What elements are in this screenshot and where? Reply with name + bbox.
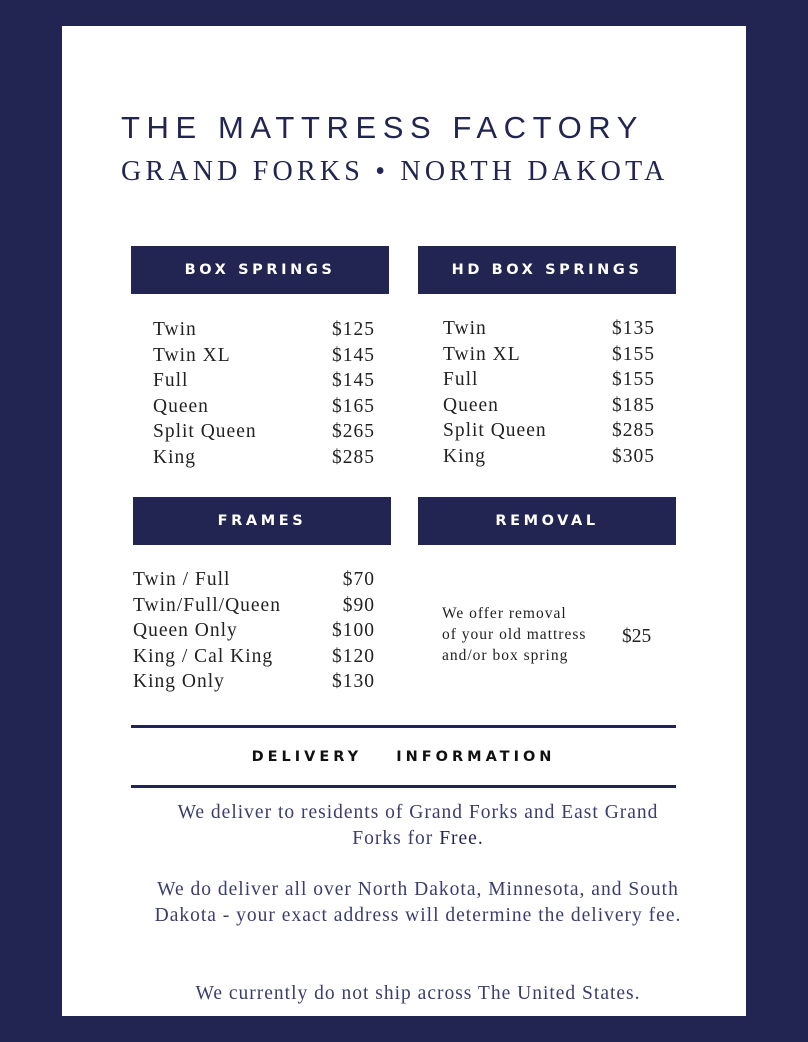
page-title: THE MATTRESS FACTORY xyxy=(121,110,644,145)
hd-box-springs-heading: HD BOX SPRINGS xyxy=(418,246,676,294)
item-price: $285 xyxy=(612,420,655,442)
item-name: King Only xyxy=(133,671,225,693)
item-price: $165 xyxy=(332,395,375,417)
item-price: $155 xyxy=(612,369,655,391)
item-name: King xyxy=(153,447,196,468)
removal-heading: REMOVAL xyxy=(418,497,676,545)
item-price: $145 xyxy=(332,344,375,366)
item-name: Queen Only xyxy=(133,620,238,642)
item-price: $185 xyxy=(612,394,655,416)
item-name: Split Queen xyxy=(443,420,547,442)
item-name: Twin/Full/Queen xyxy=(133,594,281,616)
delivery-heading: DELIVERY INFORMATION xyxy=(251,749,556,765)
delivery-regional-text: We do deliver all over North Dakota, Min… xyxy=(154,879,682,926)
item-price: $305 xyxy=(612,446,655,467)
delivery-shipping-text: We currently do not ship across The Unit… xyxy=(195,983,641,1004)
box-springs-heading: BOX SPRINGS xyxy=(131,246,389,294)
removal-line: of your old mattress xyxy=(442,626,587,643)
item-name: King xyxy=(443,446,486,467)
item-price: $155 xyxy=(612,343,655,365)
removal-line: and/or box spring xyxy=(442,647,569,664)
divider xyxy=(131,785,676,788)
item-price: $265 xyxy=(332,421,375,443)
item-name: Twin XL xyxy=(153,344,231,366)
item-name: Full xyxy=(153,370,189,392)
item-name: Twin XL xyxy=(443,343,521,365)
divider xyxy=(131,725,676,728)
item-price: $145 xyxy=(332,370,375,392)
removal-price: $25 xyxy=(622,626,652,647)
item-price: $130 xyxy=(332,671,375,693)
item-name: Full xyxy=(443,369,479,391)
page-subtitle: GRAND FORKS • NORTH DAKOTA xyxy=(121,156,669,187)
delivery-free-text: We deliver to residents of Grand Forks a… xyxy=(170,800,666,852)
removal-description: We offer removal of your old mattress an… xyxy=(442,603,612,666)
item-name: Queen xyxy=(153,395,209,417)
item-price: $120 xyxy=(332,645,375,667)
frames-heading: FRAMES xyxy=(133,497,391,545)
item-name: Twin xyxy=(443,318,487,339)
item-name: Queen xyxy=(443,394,499,416)
item-name: King / Cal King xyxy=(133,645,274,667)
item-price: $125 xyxy=(332,319,375,340)
free-emphasis: Free. xyxy=(439,828,484,849)
item-name: Twin xyxy=(153,319,197,340)
item-name: Twin / Full xyxy=(133,569,231,590)
item-price: $70 xyxy=(342,569,375,590)
removal-line: We offer removal xyxy=(442,605,567,622)
item-price: $90 xyxy=(342,594,375,616)
item-price: $100 xyxy=(332,620,375,642)
delivery-free-sentence: We deliver to residents of Grand Forks a… xyxy=(177,802,659,849)
item-price: $285 xyxy=(332,447,375,468)
item-price: $135 xyxy=(612,318,655,339)
item-name: Split Queen xyxy=(153,421,257,443)
